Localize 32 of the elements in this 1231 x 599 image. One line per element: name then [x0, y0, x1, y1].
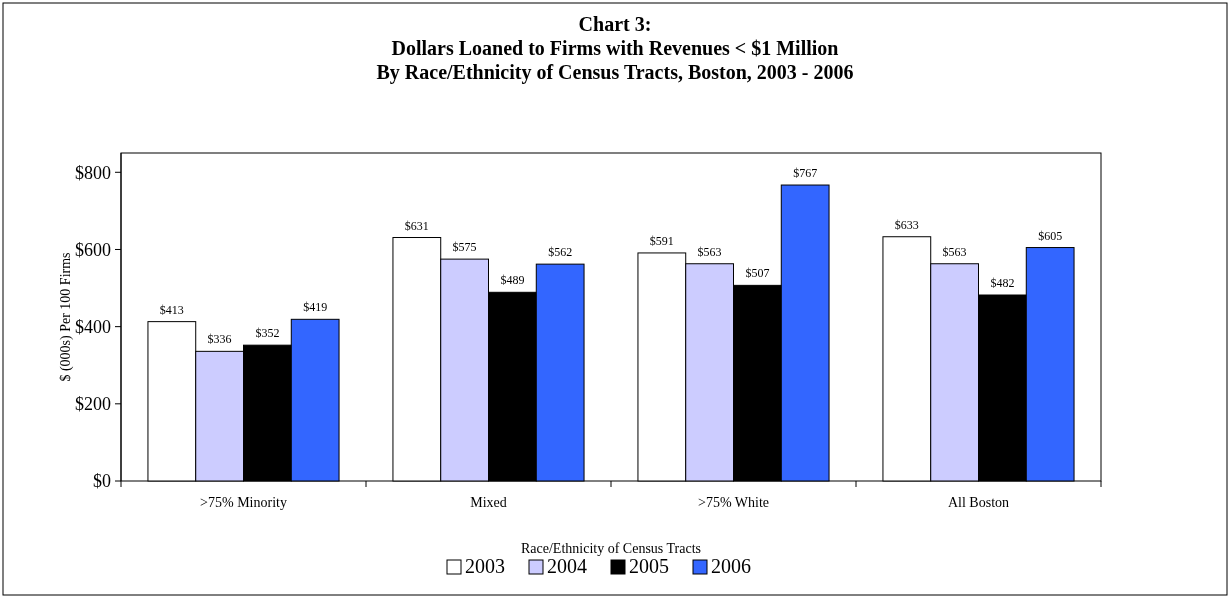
- data-label: $631: [404, 218, 429, 233]
- data-label: $336: [207, 332, 232, 347]
- data-label: $767: [793, 166, 818, 181]
- x-tick-label: All Boston: [947, 495, 1010, 510]
- x-tick-label: >75% Minority: [200, 495, 287, 510]
- data-label: $591: [649, 233, 674, 248]
- y-tick-label: $0: [93, 471, 111, 492]
- y-tick-label: $200: [75, 394, 111, 415]
- legend-label: 2005: [629, 555, 669, 577]
- data-label: $605: [1038, 228, 1063, 243]
- x-axis-title: Race/Ethnicity of Census Tracts: [520, 541, 702, 556]
- data-label: $352: [255, 326, 280, 341]
- data-label: $563: [942, 244, 967, 259]
- data-label: $413: [159, 302, 184, 317]
- y-tick-label: $400: [75, 316, 111, 337]
- data-label: $633: [894, 217, 919, 232]
- data-label: $419: [303, 300, 328, 315]
- data-label: $482: [990, 276, 1015, 290]
- legend-label: 2003: [465, 555, 505, 577]
- y-tick-label: $800: [75, 162, 111, 183]
- data-label: $562: [548, 245, 573, 260]
- data-label: $507: [745, 266, 770, 281]
- data-label: $489: [500, 273, 525, 288]
- data-label: $575: [452, 240, 477, 255]
- legend-label: 2004: [547, 555, 587, 577]
- x-tick-label: >75% White: [697, 495, 770, 510]
- x-tick-label: Mixed: [470, 495, 507, 510]
- data-label: $563: [697, 244, 722, 259]
- chart-title: Chart 3: Dollars Loaned to Firms with Revenues < $1 Million By Race/Ethnicity of Census Tracts, Boston, 2003 - 2006: [376, 13, 854, 84]
- y-axis-title: $ (000s) Per 100 Firms: [58, 252, 74, 382]
- legend-label: 2006: [711, 555, 751, 577]
- y-tick-label: $600: [75, 239, 111, 260]
